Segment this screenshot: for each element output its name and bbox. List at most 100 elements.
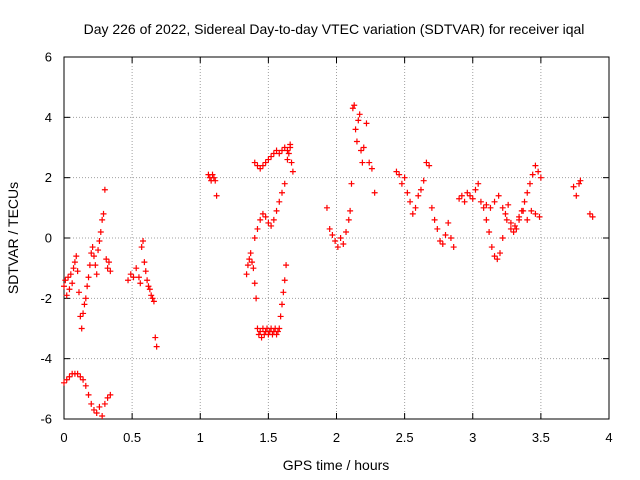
data-point bbox=[415, 192, 422, 199]
data-point bbox=[502, 210, 509, 217]
data-point bbox=[363, 120, 370, 127]
data-point bbox=[99, 412, 106, 419]
data-point bbox=[254, 162, 261, 169]
data-point bbox=[97, 228, 104, 235]
data-point bbox=[249, 259, 256, 266]
data-point bbox=[67, 271, 74, 278]
data-point bbox=[589, 213, 596, 220]
data-point bbox=[409, 210, 416, 217]
data-point bbox=[212, 177, 219, 184]
data-point bbox=[513, 225, 520, 232]
data-point bbox=[535, 168, 542, 175]
data-point bbox=[265, 219, 272, 226]
data-point bbox=[279, 147, 285, 154]
y-tick-label: -4 bbox=[40, 351, 52, 366]
data-point bbox=[273, 147, 280, 154]
x-axis-label: GPS time / hours bbox=[283, 457, 390, 473]
data-point bbox=[532, 162, 539, 169]
data-point bbox=[78, 325, 85, 332]
data-point bbox=[586, 210, 593, 217]
data-point bbox=[251, 235, 258, 241]
data-point bbox=[253, 295, 260, 302]
y-tick-label: 0 bbox=[45, 231, 52, 246]
data-point bbox=[450, 244, 457, 251]
data-point bbox=[412, 204, 419, 211]
data-point bbox=[90, 406, 97, 413]
data-point bbox=[483, 201, 490, 208]
data-point bbox=[353, 138, 360, 145]
data-point bbox=[274, 328, 281, 335]
data-point bbox=[270, 150, 277, 157]
data-point bbox=[503, 216, 510, 223]
data-point bbox=[371, 189, 378, 196]
data-point bbox=[499, 235, 506, 241]
data-point bbox=[259, 210, 266, 217]
data-point bbox=[96, 238, 103, 245]
data-point bbox=[359, 159, 366, 166]
y-tick-label: 6 bbox=[45, 50, 52, 65]
data-point bbox=[101, 400, 108, 407]
data-point bbox=[61, 283, 67, 290]
data-point bbox=[283, 262, 290, 269]
data-point bbox=[71, 259, 78, 266]
data-point bbox=[77, 313, 84, 320]
y-tick-label: 4 bbox=[45, 110, 52, 125]
data-point bbox=[467, 192, 474, 199]
data-point bbox=[243, 271, 250, 278]
data-point bbox=[456, 195, 463, 202]
data-point bbox=[505, 201, 512, 208]
data-point bbox=[100, 210, 107, 217]
data-point bbox=[130, 274, 137, 281]
data-point bbox=[426, 162, 433, 169]
data-point bbox=[516, 213, 523, 220]
data-point bbox=[80, 310, 87, 317]
data-point bbox=[125, 277, 132, 284]
data-point bbox=[209, 171, 216, 178]
y-tick-label: -2 bbox=[40, 291, 52, 306]
data-point bbox=[337, 235, 344, 241]
data-point bbox=[142, 268, 149, 275]
data-point bbox=[281, 180, 288, 187]
data-point bbox=[461, 198, 468, 205]
data-point bbox=[103, 256, 110, 263]
data-point bbox=[145, 283, 152, 290]
data-point bbox=[289, 168, 296, 175]
data-point bbox=[284, 156, 291, 163]
data-point bbox=[431, 216, 438, 223]
data-point bbox=[487, 204, 494, 211]
data-point bbox=[524, 189, 531, 196]
data-point bbox=[247, 250, 254, 257]
data-point bbox=[483, 216, 490, 223]
data-point bbox=[480, 204, 487, 211]
data-point bbox=[246, 256, 253, 263]
data-point bbox=[521, 198, 528, 205]
data-point bbox=[576, 180, 583, 187]
data-point bbox=[75, 289, 82, 296]
x-tick-label: 2.5 bbox=[396, 430, 414, 445]
x-tick-label: 1 bbox=[197, 430, 204, 445]
data-point bbox=[257, 328, 264, 335]
data-point bbox=[475, 180, 482, 187]
data-point bbox=[255, 331, 262, 338]
data-point bbox=[265, 156, 272, 163]
points bbox=[61, 102, 596, 419]
chart-title: Day 226 of 2022, Sidereal Day-to-day VTE… bbox=[84, 21, 585, 37]
data-point bbox=[141, 259, 148, 266]
data-point bbox=[150, 298, 157, 305]
data-point bbox=[345, 216, 352, 223]
data-point bbox=[340, 241, 347, 248]
data-point bbox=[148, 292, 155, 299]
data-point bbox=[82, 382, 89, 389]
data-point bbox=[65, 274, 72, 281]
data-point bbox=[61, 379, 67, 386]
data-point bbox=[133, 265, 140, 272]
data-point bbox=[326, 225, 333, 232]
data-point bbox=[254, 325, 261, 332]
data-point bbox=[434, 225, 441, 232]
data-point bbox=[537, 174, 544, 181]
data-point bbox=[92, 262, 99, 269]
data-point bbox=[89, 244, 96, 251]
x-tick-label: 0.5 bbox=[123, 430, 141, 445]
data-point bbox=[526, 180, 533, 187]
x-tick-label: 3 bbox=[469, 430, 476, 445]
